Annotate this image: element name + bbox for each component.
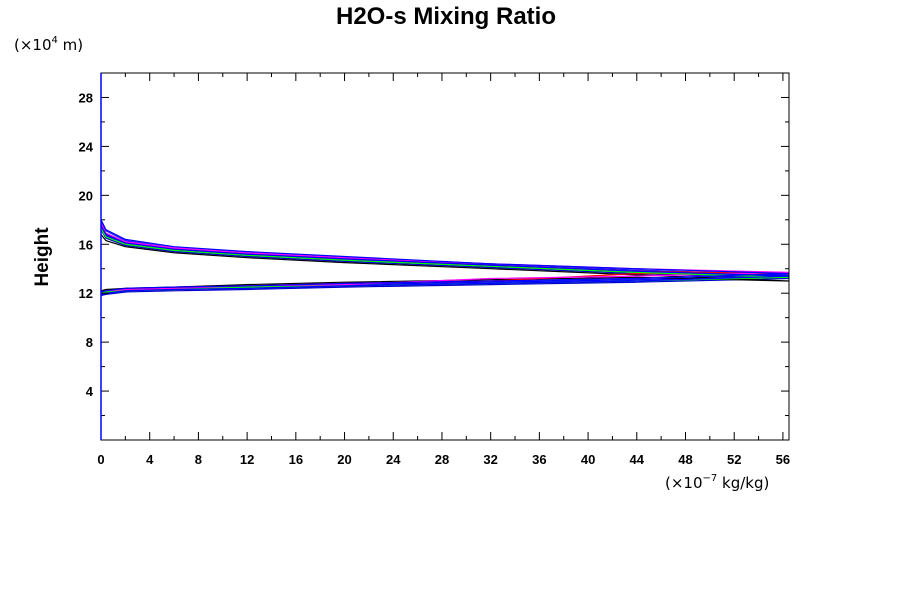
y-units-prefix: (×10 bbox=[14, 36, 52, 54]
x-tick-label: 0 bbox=[97, 452, 104, 467]
plot-frame bbox=[100, 72, 790, 441]
x-tick-label: 12 bbox=[240, 452, 254, 467]
x-tick-label: 4 bbox=[146, 452, 154, 467]
x-axis-units: (×10−7 kg/kg) bbox=[665, 473, 769, 492]
y-units-exponent: 4 bbox=[52, 35, 58, 46]
x-units-suffix: kg/kg) bbox=[717, 474, 769, 492]
series-line-1 bbox=[100, 224, 790, 294]
x-tick-label: 44 bbox=[630, 452, 645, 467]
y-tick-label: 24 bbox=[79, 139, 94, 154]
chart-title: H2O-s Mixing Ratio bbox=[336, 3, 556, 30]
y-axis-units: (×104 m) bbox=[14, 35, 83, 54]
x-tick-label: 16 bbox=[289, 452, 303, 467]
y-units-suffix: m) bbox=[58, 36, 83, 54]
x-tick-label: 8 bbox=[195, 452, 202, 467]
x-tick-label: 48 bbox=[678, 452, 692, 467]
x-tick-label: 20 bbox=[337, 452, 351, 467]
y-tick-label: 28 bbox=[79, 90, 93, 105]
y-tick-label: 8 bbox=[86, 335, 93, 350]
y-tick-label: 16 bbox=[79, 237, 93, 252]
x-tick-label: 52 bbox=[727, 452, 741, 467]
series-line-10 bbox=[100, 225, 790, 295]
y-tick-label: 4 bbox=[86, 384, 94, 399]
x-tick-label: 32 bbox=[483, 452, 497, 467]
x-tick-label: 24 bbox=[386, 452, 401, 467]
y-tick-label: 20 bbox=[79, 188, 93, 203]
series-group bbox=[100, 219, 790, 297]
x-units-exponent: −7 bbox=[703, 473, 718, 484]
x-tick-label: 56 bbox=[776, 452, 790, 467]
x-tick-label: 40 bbox=[581, 452, 595, 467]
x-tick-label: 28 bbox=[435, 452, 449, 467]
y-axis-label: Height bbox=[32, 227, 53, 287]
x-tick-label: 36 bbox=[532, 452, 546, 467]
y-tick-label: 12 bbox=[79, 286, 93, 301]
x-units-prefix: (×10 bbox=[665, 474, 703, 492]
